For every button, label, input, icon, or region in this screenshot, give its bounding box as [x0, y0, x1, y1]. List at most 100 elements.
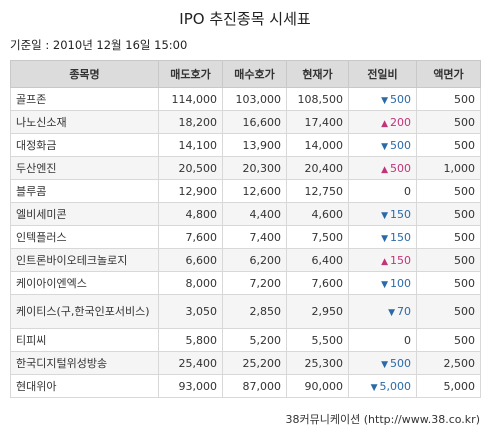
stock-name-cell: 엘비세미콘 [10, 202, 159, 226]
bid-price-cell: 16,600 [222, 110, 287, 134]
table-row: 블루콤 12,900 12,600 12,750 0 500 [10, 179, 481, 203]
change-cell: ▼ 70 [348, 294, 417, 329]
change-cell: ▲ 200 [348, 110, 417, 134]
stock-name-cell: 대정화금 [10, 133, 159, 157]
table-row: 골프존 114,000 103,000 108,500 ▼ 500 500 [10, 87, 481, 111]
change-value: 500 [390, 92, 411, 106]
change-cell: ▼ 5,000 [348, 374, 417, 398]
change-value: 0 [404, 184, 411, 198]
triangle-down-icon: ▼ [381, 95, 388, 106]
col-header-change: 전일비 [348, 60, 417, 88]
col-header-price: 현재가 [286, 60, 349, 88]
table-header-row: 종목명 매도호가 매수호가 현재가 전일비 액면가 [10, 60, 481, 88]
change-value: 100 [390, 276, 411, 290]
ask-price-cell: 12,900 [158, 179, 223, 203]
stock-name-cell: 케이티스(구,한국인포서비스) [10, 294, 159, 329]
par-value-cell: 500 [416, 202, 481, 226]
current-price-cell: 90,000 [286, 374, 349, 398]
stock-name-cell: 블루콤 [10, 179, 159, 203]
ask-price-cell: 6,600 [158, 248, 223, 272]
triangle-down-icon: ▼ [381, 233, 388, 244]
triangle-down-icon: ▼ [381, 359, 388, 370]
current-price-cell: 2,950 [286, 294, 349, 329]
current-price-cell: 25,300 [286, 351, 349, 375]
current-price-cell: 12,750 [286, 179, 349, 203]
table-row: 인트론바이오테크놀로지 6,600 6,200 6,400 ▲ 150 500 [10, 248, 481, 272]
table-row: 인텍플러스 7,600 7,400 7,500 ▼ 150 500 [10, 225, 481, 249]
bid-price-cell: 2,850 [222, 294, 287, 329]
table-row: 한국디지털위성방송 25,400 25,200 25,300 ▼ 500 2,500 [10, 351, 481, 375]
table-row: 두산엔진 20,500 20,300 20,400 ▲ 500 1,000 [10, 156, 481, 180]
stock-name-cell: 나노신소재 [10, 110, 159, 134]
current-price-cell: 14,000 [286, 133, 349, 157]
current-price-cell: 6,400 [286, 248, 349, 272]
par-value-cell: 500 [416, 87, 481, 111]
table-row: 엘비세미콘 4,800 4,400 4,600 ▼ 150 500 [10, 202, 481, 226]
stock-name-cell: 두산엔진 [10, 156, 159, 180]
ipo-quote-table: 종목명 매도호가 매수호가 현재가 전일비 액면가 골프존 114,000 103,… [10, 60, 481, 398]
ask-price-cell: 5,800 [158, 328, 223, 352]
ask-price-cell: 4,800 [158, 202, 223, 226]
ask-price-cell: 20,500 [158, 156, 223, 180]
triangle-down-icon: ▼ [370, 382, 378, 393]
bid-price-cell: 25,200 [222, 351, 287, 375]
stock-name-cell: 티피씨 [10, 328, 159, 352]
stock-name-cell: 한국디지털위성방송 [10, 351, 159, 375]
base-date: 기준일 : 2010년 12월 16일 15:00 [10, 38, 188, 52]
change-cell: ▲ 150 [348, 248, 417, 272]
change-value: 150 [390, 253, 411, 267]
triangle-down-icon: ▼ [388, 308, 395, 318]
par-value-cell: 500 [416, 179, 481, 203]
ask-price-cell: 18,200 [158, 110, 223, 134]
change-value: 200 [390, 115, 411, 129]
col-header-par: 액면가 [416, 60, 481, 88]
table-row: 현대위아 93,000 87,000 90,000 ▼ 5,000 5,000 [10, 374, 481, 398]
change-cell: 0 [348, 179, 417, 203]
change-cell: ▼ 500 [348, 87, 417, 111]
change-value: 0 [404, 333, 411, 347]
change-cell: ▲ 500 [348, 156, 417, 180]
ask-price-cell: 93,000 [158, 374, 223, 398]
current-price-cell: 108,500 [286, 87, 349, 111]
source-credit: 38커뮤니케이션 (http://www.38.co.kr) [285, 413, 480, 426]
bid-price-cell: 6,200 [222, 248, 287, 272]
stock-name-cell: 인텍플러스 [10, 225, 159, 249]
current-price-cell: 7,600 [286, 271, 349, 295]
bid-price-cell: 103,000 [222, 87, 287, 111]
triangle-down-icon: ▼ [381, 279, 388, 290]
bid-price-cell: 20,300 [222, 156, 287, 180]
change-value: 150 [390, 207, 411, 221]
table-row: 케이아이엔엑스 8,000 7,200 7,600 ▼ 100 500 [10, 271, 481, 295]
change-value: 500 [390, 161, 411, 175]
par-value-cell: 500 [416, 271, 481, 295]
par-value-cell: 1,000 [416, 156, 481, 180]
bid-price-cell: 13,900 [222, 133, 287, 157]
current-price-cell: 4,600 [286, 202, 349, 226]
change-value: 70 [397, 305, 411, 318]
change-cell: 0 [348, 328, 417, 352]
par-value-cell: 500 [416, 110, 481, 134]
col-header-bid: 매수호가 [222, 60, 287, 88]
ask-price-cell: 114,000 [158, 87, 223, 111]
triangle-up-icon: ▲ [381, 256, 388, 267]
ask-price-cell: 8,000 [158, 271, 223, 295]
par-value-cell: 500 [416, 248, 481, 272]
triangle-down-icon: ▼ [381, 210, 388, 221]
bid-price-cell: 4,400 [222, 202, 287, 226]
change-cell: ▼ 500 [348, 133, 417, 157]
par-value-cell: 2,500 [416, 351, 481, 375]
par-value-cell: 500 [416, 133, 481, 157]
current-price-cell: 5,500 [286, 328, 349, 352]
current-price-cell: 17,400 [286, 110, 349, 134]
change-value: 5,000 [379, 379, 412, 393]
change-value: 500 [390, 138, 411, 152]
change-cell: ▼ 150 [348, 225, 417, 249]
table-row: 대정화금 14,100 13,900 14,000 ▼ 500 500 [10, 133, 481, 157]
table-row: 케이티스(구,한국인포서비스) 3,050 2,850 2,950 ▼ 70 500 [10, 294, 481, 329]
change-value: 500 [390, 356, 411, 370]
bid-price-cell: 87,000 [222, 374, 287, 398]
bid-price-cell: 5,200 [222, 328, 287, 352]
current-price-cell: 20,400 [286, 156, 349, 180]
bid-price-cell: 12,600 [222, 179, 287, 203]
ask-price-cell: 3,050 [158, 294, 223, 329]
